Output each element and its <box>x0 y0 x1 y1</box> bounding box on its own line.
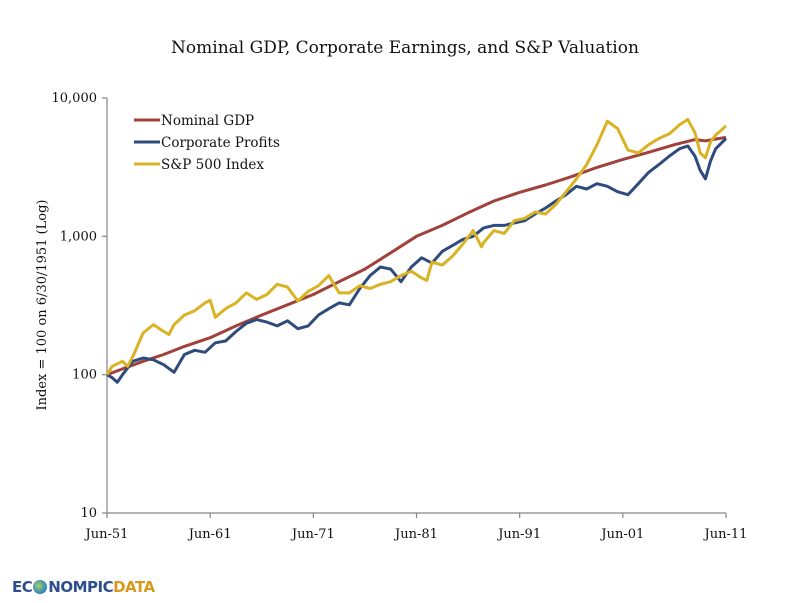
series-line-nominal-gdp <box>106 135 727 377</box>
logo-text-3: DATA <box>113 578 155 596</box>
x-tick-label: Jun-81 <box>393 527 438 542</box>
legend-label: Corporate Profits <box>161 135 280 151</box>
globe-icon <box>33 580 48 594</box>
x-tick-label: Jun-01 <box>599 527 644 542</box>
x-tick-label: Jun-71 <box>290 527 335 542</box>
x-tick-label: Jun-51 <box>84 527 129 542</box>
y-tick-label: 100 <box>72 368 97 383</box>
axes: 10 100 1,000 10,000 Jun-51 Jun-61 Jun-71 Jun-81… <box>52 91 748 542</box>
x-tick-label: Jun-61 <box>187 527 232 542</box>
y-tick-label: 1,000 <box>60 229 97 244</box>
logo-text-2: NOMPIC <box>48 578 114 596</box>
legend: Nominal GDP Corporate Profits S&P 500 Inde… <box>134 113 280 173</box>
series-group <box>105 117 728 384</box>
x-tick-label: Jun-91 <box>496 527 541 542</box>
economicdata-logo: EC NOMPICDATA <box>12 578 155 596</box>
y-axis-label: Index = 100 on 6/30/1951 (Log) <box>35 199 50 410</box>
legend-label: S&P 500 Index <box>161 157 264 173</box>
y-tick-label: 10,000 <box>52 91 98 106</box>
chart-title: Nominal GDP, Corporate Earnings, and S&P… <box>171 38 639 58</box>
legend-label: Nominal GDP <box>161 113 254 129</box>
logo-text-1: EC <box>12 578 33 596</box>
series-line-s-p-500-index <box>105 117 728 376</box>
series-line-corporate-profits <box>106 137 728 384</box>
x-tick-label: Jun-11 <box>703 527 748 542</box>
y-tick-label: 10 <box>80 506 97 521</box>
